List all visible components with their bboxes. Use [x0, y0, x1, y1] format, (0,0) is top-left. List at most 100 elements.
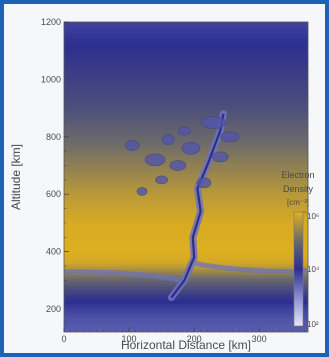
- plume-bubble: [181, 141, 201, 155]
- colorbar-tick-label: 10²: [307, 320, 319, 329]
- density-band: [64, 85, 308, 89]
- density-band: [64, 314, 308, 319]
- density-band: [64, 288, 308, 293]
- y-tick-label: 600: [46, 189, 61, 199]
- density-band: [64, 326, 308, 330]
- x-tick-label: 300: [252, 334, 267, 344]
- x-tick-label: 100: [122, 334, 137, 344]
- plume-bubble: [124, 140, 140, 151]
- density-band: [64, 50, 308, 55]
- density-band: [64, 88, 308, 92]
- density-band: [64, 231, 308, 236]
- density-band: [64, 199, 308, 204]
- y-tick-label: 200: [46, 304, 61, 314]
- density-band: [64, 191, 308, 195]
- x-tick-label: 200: [187, 334, 202, 344]
- density-band: [64, 90, 308, 95]
- density-band: [64, 297, 308, 302]
- plume-bubble: [155, 175, 169, 185]
- colorbar-tick-label: 10⁶: [307, 212, 319, 221]
- colorbar-title-line-2: Density: [283, 184, 314, 194]
- density-band: [64, 283, 308, 287]
- density-band: [64, 133, 308, 138]
- density-band: [64, 27, 308, 32]
- density-band: [64, 294, 308, 299]
- density-band: [64, 96, 308, 101]
- density-band: [64, 329, 308, 332]
- density-band: [64, 159, 308, 164]
- density-band: [64, 291, 308, 296]
- density-band: [64, 82, 308, 86]
- colorbar-title-line-1: Electron: [281, 170, 314, 180]
- y-tick-label: 1200: [41, 17, 61, 27]
- density-band: [64, 30, 308, 35]
- colorbar-title-line-3: [cm⁻³]: [287, 198, 309, 207]
- y-tick-label: 400: [46, 247, 61, 257]
- density-band: [64, 165, 308, 169]
- density-band: [64, 228, 308, 233]
- y-axis: 200 400 600 800 1000 1200: [41, 17, 69, 324]
- density-band: [64, 113, 308, 118]
- plume-bubble: [201, 116, 227, 129]
- density-band: [64, 47, 308, 52]
- density-band: [64, 202, 308, 207]
- plume-bubble: [144, 153, 166, 167]
- plot-border: [63, 21, 309, 333]
- plume-bubble: [220, 131, 240, 143]
- density-band: [64, 154, 308, 158]
- x-axis-label: Horizontal Distance [km]: [121, 338, 251, 352]
- density-band: [64, 22, 308, 26]
- density-band: [64, 116, 308, 121]
- colorbar-gradient: [293, 211, 304, 327]
- y-tick-label: 1000: [41, 74, 61, 84]
- density-band: [64, 260, 308, 264]
- density-band: [64, 245, 308, 250]
- density-band: [64, 110, 308, 115]
- plume-wing-right: [193, 260, 308, 275]
- density-band: [64, 24, 308, 29]
- density-band: [64, 36, 308, 40]
- density-band: [64, 182, 308, 187]
- density-band: [64, 254, 308, 258]
- density-band: [64, 311, 308, 316]
- colorbar-tick-label: 10⁴: [307, 265, 320, 274]
- density-band: [64, 185, 308, 190]
- x-tick-label: 0: [61, 334, 66, 344]
- density-band: [64, 197, 308, 201]
- density-band: [64, 243, 308, 247]
- density-band: [64, 300, 308, 304]
- density-band: [64, 42, 308, 46]
- y-tick-label: 800: [46, 132, 61, 142]
- density-band: [64, 65, 308, 69]
- density-band: [64, 257, 308, 261]
- density-band: [64, 122, 308, 126]
- density-band: [64, 139, 308, 144]
- density-band: [64, 208, 308, 213]
- density-band: [64, 177, 308, 181]
- density-band: [64, 67, 308, 72]
- density-band: [64, 171, 308, 175]
- density-band: [64, 76, 308, 81]
- plume-bubble: [196, 177, 212, 189]
- density-band: [64, 217, 308, 221]
- electron-density-chart: 0 100 200 300 200 400 600 800 1000 1200 Horizont…: [9, 17, 320, 352]
- density-band: [64, 59, 308, 63]
- density-band: [64, 156, 308, 161]
- density-band: [64, 62, 308, 66]
- density-band: [64, 44, 308, 49]
- density-band: [64, 211, 308, 215]
- density-heatmap: [64, 22, 308, 332]
- density-band: [64, 303, 308, 307]
- plume-bubble: [211, 151, 229, 163]
- density-band: [64, 225, 308, 230]
- density-band: [64, 234, 308, 238]
- density-band: [64, 286, 308, 290]
- density-band: [64, 105, 308, 109]
- density-band: [64, 56, 308, 60]
- density-band: [64, 317, 308, 322]
- plume-structure: [64, 110, 308, 302]
- plume-bubble: [177, 126, 191, 136]
- density-band: [64, 119, 308, 124]
- density-band: [64, 323, 308, 327]
